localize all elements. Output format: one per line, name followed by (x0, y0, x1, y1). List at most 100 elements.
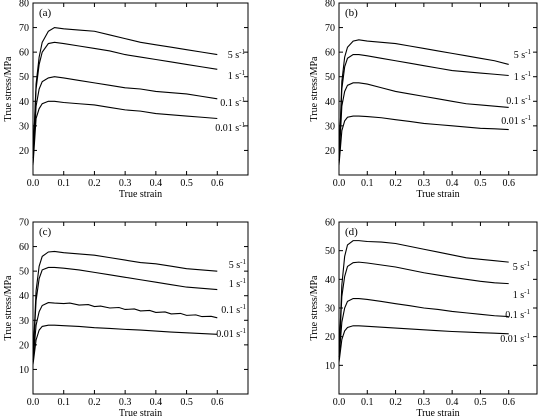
x-tick-label: 0.2 (88, 178, 101, 189)
x-axis-label: True strain (119, 408, 162, 416)
series-label-superscript: -1 (239, 69, 245, 77)
series-label-name: 1 s (228, 71, 240, 82)
x-tick-label: 0.2 (389, 397, 402, 408)
series-line (32, 266, 218, 360)
series-label-name: 0.1 s (506, 96, 525, 107)
series-label-name: 0.01 s (501, 116, 525, 127)
x-tick-label: 0.3 (119, 397, 132, 408)
y-tick-label: 60 (325, 48, 335, 59)
x-tick-label: 0.1 (57, 397, 70, 408)
series-label: 1 s-1 (513, 288, 531, 301)
x-tick-label: 0.1 (361, 178, 374, 189)
x-tick-label: 0.0 (333, 178, 346, 189)
y-tick-label: 50 (325, 246, 335, 257)
x-tick-label: 0.6 (211, 397, 224, 408)
series-label-name: 0.1 s (505, 310, 524, 321)
y-tick-label: 40 (19, 291, 29, 302)
x-tick-label: 0.3 (418, 397, 431, 408)
series-label: 0.1 s-1 (505, 308, 530, 321)
x-axis-label: True strain (119, 189, 162, 200)
series-label-superscript: -1 (239, 48, 245, 56)
x-tick-label: 0.4 (446, 397, 459, 408)
x-tick-label: 0.1 (57, 178, 70, 189)
series-label: 5 s-1 (229, 258, 247, 271)
series-line (32, 302, 218, 363)
series-label-name: 5 s (229, 260, 241, 271)
series-label: 0.01 s-1 (215, 121, 245, 134)
series-label-superscript: -1 (525, 94, 531, 102)
x-tick-label: 0.5 (474, 397, 487, 408)
x-tick-label: 0.1 (361, 397, 374, 408)
series-label: 1 s-1 (229, 277, 247, 290)
plot-frame (32, 2, 249, 176)
series-label-superscript: -1 (525, 70, 531, 78)
panel-label: (d) (345, 226, 358, 238)
series-label: 0.1 s-1 (220, 96, 245, 109)
series-line (32, 100, 218, 166)
chart-panel-b: 0.0 0.1 0.2 0.3 0.4 0.5 0.6 20 30 40 50 60 70 80 True … (309, 0, 538, 200)
x-tick-label: 0.6 (502, 397, 515, 408)
y-tick-label: 80 (325, 0, 335, 10)
x-tick-label: 0.5 (180, 397, 193, 408)
series-line (338, 54, 509, 161)
y-tick-label: 30 (19, 121, 29, 132)
y-tick-label: 30 (325, 121, 335, 132)
series-label-superscript: -1 (524, 332, 530, 340)
y-tick-label: 40 (19, 97, 29, 108)
series-line (338, 261, 509, 357)
series-label-name: 0.1 s (220, 98, 239, 109)
series-line (338, 297, 509, 360)
series-label: 1 s-1 (514, 70, 532, 83)
series-line (338, 240, 509, 357)
series-label-name: 1 s (514, 72, 526, 83)
y-tick-label: 40 (325, 275, 335, 286)
x-tick-label: 0.3 (119, 178, 132, 189)
plot-frame (338, 221, 538, 395)
x-axis-label: True strain (416, 408, 459, 416)
panel-label: (b) (345, 7, 358, 19)
y-tick-label: 20 (325, 332, 335, 343)
y-tick-label: 50 (19, 267, 29, 278)
x-tick-label: 0.0 (27, 397, 40, 408)
x-tick-label: 0.6 (502, 178, 515, 189)
series-line (32, 41, 218, 158)
series-label: 5 s-1 (228, 48, 246, 61)
series-label: 0.01 s-1 (500, 332, 530, 345)
series-label-name: 1 s (513, 290, 525, 301)
x-tick-label: 0.5 (180, 178, 193, 189)
y-tick-label: 10 (19, 365, 29, 376)
y-tick-label: 20 (19, 146, 29, 157)
y-tick-label: 20 (325, 146, 335, 157)
series-label: 5 s-1 (513, 260, 531, 273)
series-label-superscript: -1 (525, 114, 531, 122)
series-label-name: 1 s (229, 279, 241, 290)
y-tick-label: 70 (19, 23, 29, 34)
chart-panel-c: 0.0 0.1 0.2 0.3 0.4 0.5 0.6 10 20 30 40 50 60 70 True … (3, 218, 249, 416)
y-tick-label: 10 (325, 361, 335, 372)
plot-frame (32, 221, 249, 395)
series-label-superscript: -1 (240, 303, 246, 311)
x-tick-label: 0.2 (389, 178, 402, 189)
x-tick-label: 0.4 (150, 397, 163, 408)
y-axis-label: True stress/MPa (3, 56, 14, 121)
series-label: 0.01 s-1 (501, 114, 531, 127)
series-line (32, 76, 218, 163)
x-tick-label: 0.3 (418, 178, 431, 189)
series-line (338, 82, 509, 163)
panel-label: (a) (39, 7, 52, 19)
y-tick-label: 30 (19, 316, 29, 327)
series-label-superscript: -1 (240, 327, 246, 335)
x-tick-label: 0.4 (446, 178, 459, 189)
series-label: 0.01 s-1 (216, 327, 246, 340)
x-tick-label: 0.4 (150, 178, 163, 189)
series-line (338, 39, 509, 161)
y-axis-label: True stress/MPa (309, 56, 320, 121)
x-tick-label: 0.0 (333, 397, 346, 408)
series-line (338, 115, 509, 166)
series-label-name: 5 s (513, 262, 525, 273)
series-label-superscript: -1 (524, 260, 530, 268)
series-label-superscript: -1 (524, 308, 530, 316)
series-label: 1 s-1 (228, 69, 246, 82)
plot-frame (338, 2, 538, 176)
series-label-superscript: -1 (240, 277, 246, 285)
